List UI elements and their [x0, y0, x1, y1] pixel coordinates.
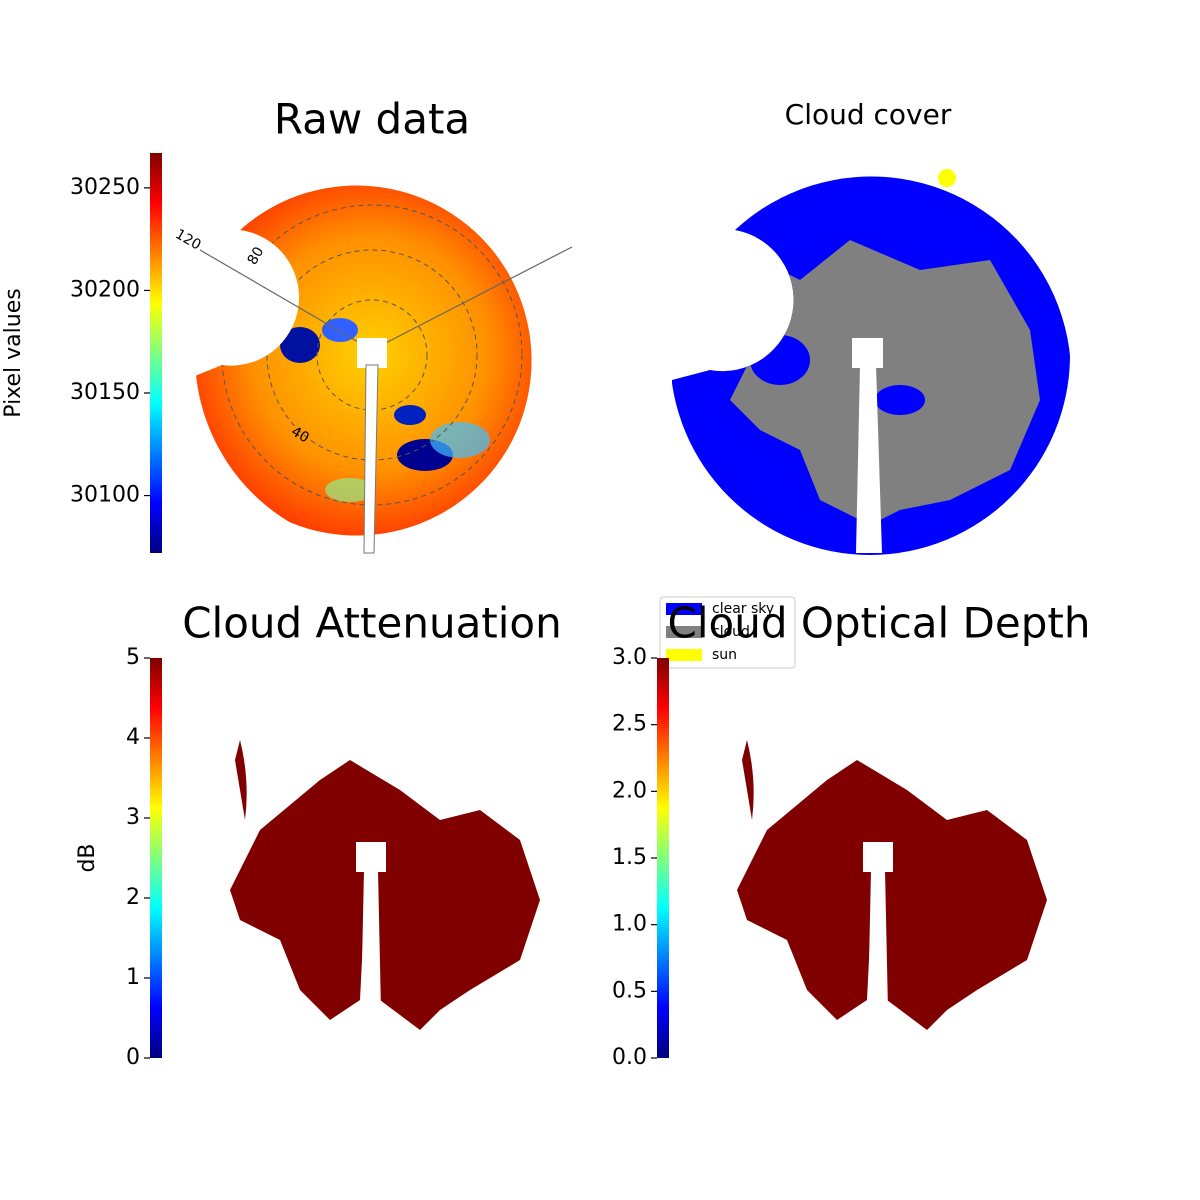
colorbar-tick-label: 30250	[70, 175, 140, 200]
legend-swatch	[666, 626, 702, 638]
sun-marker	[938, 169, 956, 187]
mast	[863, 842, 893, 872]
raw-image	[195, 185, 532, 536]
mast	[363, 364, 379, 554]
colorbar-label: dB	[75, 843, 100, 872]
colorbar-tick-label: 1.0	[612, 912, 647, 937]
legend-label: clear sky	[712, 601, 774, 617]
colorbar-tick-label: 4	[126, 725, 140, 750]
colorbar-tick-label: 2.5	[612, 712, 647, 737]
colorbar-tick-label: 5	[126, 645, 140, 670]
colorbar-tick-label: 1	[126, 965, 140, 990]
colorbar	[150, 153, 162, 553]
attenuation-image	[230, 740, 540, 1030]
panel-title: Cloud cover	[785, 98, 952, 131]
colorbar-tick-label: 30150	[70, 380, 140, 405]
colorbar	[657, 658, 669, 1058]
colorbar-tick-label: 0	[126, 1045, 140, 1070]
mast	[360, 870, 382, 1058]
colorbar-tick-label: 0.5	[612, 978, 647, 1003]
mast	[856, 365, 882, 553]
colorbar-tick-label: 2.0	[612, 778, 647, 803]
polar-label: 120	[172, 226, 203, 253]
legend-label: sun	[712, 647, 737, 663]
colorbar	[150, 658, 162, 1058]
colorbar-tick-label: 30200	[70, 277, 140, 302]
optical-depth-image	[737, 740, 1047, 1030]
colorbar-tick-label: 1.5	[612, 845, 647, 870]
colorbar-tick-label: 2	[126, 885, 140, 910]
colorbar-label: Pixel values	[1, 288, 26, 417]
mast	[356, 842, 386, 872]
legend-swatch	[666, 649, 702, 661]
legend-label: cloud	[712, 624, 750, 640]
mast	[867, 870, 889, 1058]
polar-label: 40	[288, 424, 311, 447]
colorbar-tick-label: 3	[126, 805, 140, 830]
polar-axes	[199, 246, 573, 351]
panel-title: Cloud Attenuation	[182, 599, 562, 648]
mast	[852, 338, 883, 368]
polar-label: 80	[245, 244, 268, 267]
colorbar-tick-label: 3.0	[612, 645, 647, 670]
colorbar-tick-label: 0.0	[612, 1045, 647, 1070]
colorbar-tick-label: 30100	[70, 483, 140, 508]
mast	[357, 338, 387, 368]
panel-title: Raw data	[274, 95, 470, 144]
legend-swatch	[666, 603, 702, 615]
panel-title: Cloud Optical Depth	[668, 599, 1091, 648]
